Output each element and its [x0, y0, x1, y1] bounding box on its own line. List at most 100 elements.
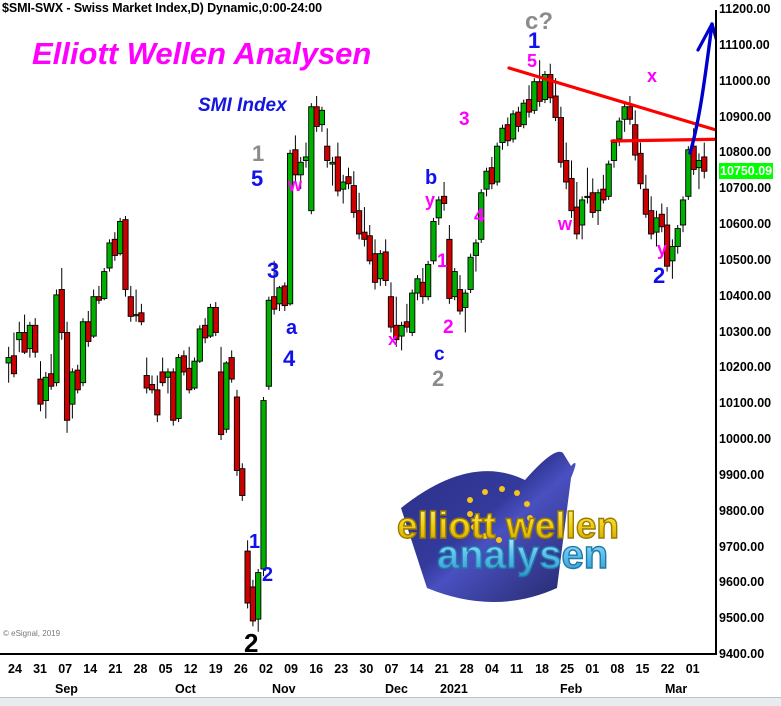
- symbol-header: $SMI-SWX - Swiss Market Index,D) Dynamic…: [2, 1, 323, 15]
- candle-body: [552, 95, 559, 118]
- date-axis-tick: 11: [510, 662, 524, 676]
- candle-body: [286, 152, 294, 305]
- price-axis-label: 9700.00: [719, 539, 765, 554]
- candle-body: [175, 357, 182, 419]
- price-axis-label: 10000.00: [719, 432, 772, 446]
- candle-body: [202, 324, 209, 339]
- candle-body: [74, 369, 81, 391]
- candle-body: [239, 468, 246, 497]
- candle-body: [26, 324, 33, 350]
- candle-body: [563, 160, 570, 183]
- projection-arrow-head-right: [710, 22, 717, 48]
- candle-body: [701, 156, 708, 172]
- candle-body: [127, 296, 134, 317]
- candle-body: [626, 106, 634, 120]
- wave-label: c?: [525, 8, 554, 35]
- wave-label: 1: [528, 28, 541, 53]
- candle-body: [573, 206, 580, 235]
- candle-body: [313, 106, 320, 127]
- candle-body: [223, 362, 230, 430]
- candle-body: [292, 149, 299, 176]
- candle-body: [435, 199, 442, 219]
- candle-body: [170, 371, 177, 421]
- date-axis-month: Oct: [175, 682, 196, 696]
- wave-label: 2: [262, 564, 274, 586]
- candle-body: [695, 160, 703, 169]
- candle-body: [525, 99, 533, 113]
- candle-body: [265, 299, 272, 387]
- wave-label: 2: [653, 263, 666, 288]
- candle-body: [79, 321, 87, 384]
- date-axis-tick: 25: [560, 662, 575, 676]
- wave-label: 3: [459, 109, 470, 130]
- candle-body: [669, 246, 676, 262]
- candle-body: [499, 127, 506, 144]
- date-axis-tick: 08: [610, 662, 625, 676]
- candle-body: [557, 117, 564, 163]
- candle-body: [260, 400, 267, 570]
- candle-body: [255, 572, 262, 620]
- candle-body: [456, 289, 464, 312]
- price-axis-label: 9500.00: [719, 611, 765, 626]
- price-axis-label: 9400.00: [719, 647, 765, 661]
- candle-body: [430, 220, 437, 262]
- candle-body: [488, 167, 495, 185]
- date-axis-tick: 14: [409, 662, 424, 676]
- elliott-wellen-analysen-logo: elliott wellen analysen: [396, 451, 620, 602]
- candle-body: [148, 384, 156, 391]
- support-line: [610, 137, 717, 143]
- candle-body: [504, 124, 511, 142]
- wave-label: 2: [443, 317, 454, 338]
- candle-body: [451, 271, 458, 298]
- candle-body: [217, 371, 225, 436]
- candle-body: [658, 213, 665, 228]
- candle-body: [637, 152, 644, 185]
- date-axis-tick: 01: [585, 662, 600, 676]
- candle-body: [207, 306, 214, 337]
- candle-body: [297, 161, 304, 176]
- chart-plot-area[interactable]: [0, 10, 717, 655]
- candle-body: [382, 251, 389, 282]
- wave-label: 2: [432, 366, 445, 391]
- candle-body: [483, 170, 490, 190]
- candle-body: [42, 376, 49, 402]
- wave-label: y: [425, 190, 436, 210]
- candle-body: [605, 163, 612, 197]
- date-axis-tick: 15: [635, 662, 650, 676]
- date-axis-month: Mar: [665, 682, 688, 696]
- price-axis-label: 11100.00: [719, 37, 770, 52]
- candle-body: [196, 328, 203, 362]
- price-axis[interactable]: 11200.00 11100.00 11000.00 10900.00 10800.00…: [719, 0, 781, 665]
- candle-body: [21, 332, 28, 353]
- candle-body: [371, 253, 379, 283]
- page-title: Elliott Wellen Analysen: [32, 36, 372, 71]
- candle-body: [547, 74, 554, 99]
- wave-label: a: [286, 317, 298, 339]
- page-subtitle: SMI Index: [198, 95, 287, 116]
- date-axis-tick: 05: [158, 662, 173, 676]
- wave-label: 4: [283, 346, 296, 371]
- copyright-notice: © eSignal, 2019: [3, 629, 61, 638]
- candle-body: [663, 224, 671, 267]
- price-axis-label: 10600.00: [719, 217, 772, 231]
- wave-label: b: [425, 167, 438, 189]
- price-axis-label: 9900.00: [719, 467, 765, 482]
- date-axis[interactable]: 24 31 07 14 21 28 05 12 19 26 02 09 16 23 30 07 14 21 28 04…: [0, 662, 717, 705]
- candle-body: [324, 145, 331, 161]
- candle-body: [600, 188, 607, 201]
- candle-body: [610, 142, 618, 161]
- candle-body: [32, 324, 39, 353]
- candle-body: [531, 81, 538, 111]
- candle-body: [642, 188, 649, 215]
- price-axis-label: 10700.00: [719, 181, 772, 196]
- candle-body: [419, 281, 426, 298]
- price-axis-label: 11200.00: [719, 2, 771, 16]
- wave-label: 3: [267, 258, 280, 283]
- resistance-trendline: [507, 66, 717, 132]
- candle-body: [584, 195, 591, 198]
- date-axis-tick: 21: [434, 662, 449, 676]
- candle-body: [53, 294, 60, 384]
- candle-body: [48, 373, 55, 387]
- candle-body: [361, 231, 368, 240]
- candle-body: [589, 192, 596, 213]
